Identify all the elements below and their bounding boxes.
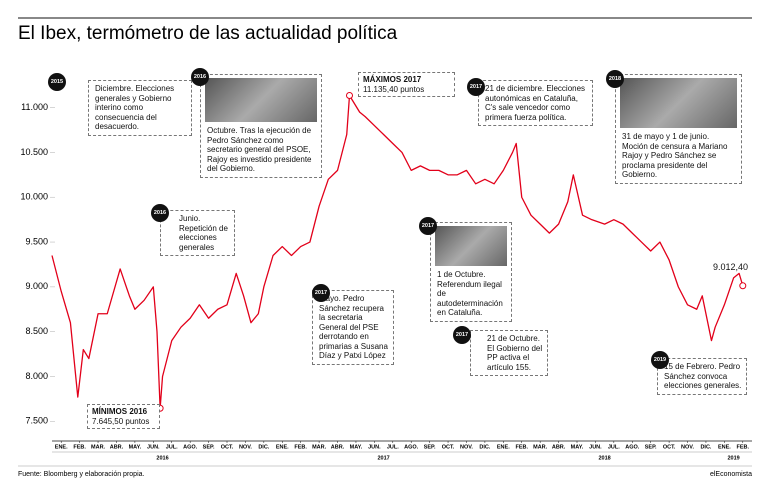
x-tick-label: FEB. <box>73 444 86 450</box>
point-label: 7.645,50 puntos <box>92 416 150 426</box>
price-line <box>51 94 744 409</box>
x-tick-label: JUL. <box>387 444 399 450</box>
year-badge: 2017 <box>453 326 471 344</box>
point-title: MÍNIMOS 2016 <box>92 407 148 416</box>
y-tick-label: 10.500 <box>20 147 48 157</box>
x-tick-label: JUN. <box>147 444 160 450</box>
x-tick-label: JUL. <box>608 444 620 450</box>
event-text: Junio. Repetición de elecciones generale… <box>179 214 228 252</box>
x-tick-label: MAR. <box>312 444 327 450</box>
year-badge: 2017 <box>467 78 485 96</box>
event-photo <box>620 78 737 128</box>
y-tick-label: 8.500 <box>25 326 48 336</box>
year-badge: 2018 <box>606 70 624 88</box>
y-tick-label: 9.500 <box>25 236 48 246</box>
x-tick-label: DIC. <box>479 444 490 450</box>
x-tick-label: SEP. <box>424 444 436 450</box>
event-text: 31 de mayo y 1 de junio. Moción de censu… <box>622 132 728 179</box>
x-tick-label: ENE. <box>497 444 510 450</box>
point-box: MÁXIMOS 2017 11.135,40 puntos <box>358 72 455 97</box>
x-tick-label: ABR. <box>552 444 566 450</box>
x-tick-label: JUN. <box>368 444 381 450</box>
x-tick-label: DIC. <box>700 444 711 450</box>
year-badge: 2015 <box>48 73 66 91</box>
x-tick-label: AGO. <box>625 444 640 450</box>
x-tick-label: AGO. <box>404 444 419 450</box>
point-label: 9.012,40 <box>713 262 749 272</box>
year-badge: 2017 <box>419 217 437 235</box>
event-text: 1 de Octubre. Referendum ilegal de autod… <box>437 270 503 317</box>
x-tick-label: ABR. <box>331 444 345 450</box>
year-badge: 2017 <box>312 284 330 302</box>
x-tick-label: FEB. <box>294 444 307 450</box>
x-tick-label: SEP. <box>203 444 215 450</box>
x-tick-label: OCT. <box>442 444 455 450</box>
x-tick-label: MAY. <box>129 444 142 450</box>
x-tick-label: FEB. <box>515 444 528 450</box>
x-tick-label: DIC. <box>258 444 269 450</box>
event-text: Diciembre. Elecciones generales y Gobier… <box>95 84 175 131</box>
y-tick-label: 11.000 <box>21 102 48 112</box>
source: Fuente: Bloomberg y elaboración propia. <box>18 471 145 478</box>
event-box: Diciembre. Elecciones generales y Gobier… <box>88 80 192 136</box>
y-tick-label: 10.000 <box>20 192 48 202</box>
chart-title: El Ibex, termómetro de las actualidad po… <box>18 23 398 44</box>
x-tick-label: SEP. <box>645 444 657 450</box>
year-badge: 2016 <box>151 204 169 222</box>
event-photo <box>205 78 317 122</box>
event-text: 15 de Febrero. Pedro Sánchez convoca ele… <box>664 362 742 390</box>
event-box: 21 de Octubre. El Gobierno del PP activa… <box>470 330 548 376</box>
point-box: MÍNIMOS 2016 7.645,50 puntos <box>87 404 160 429</box>
x-tick-label: JUL. <box>166 444 178 450</box>
x-tick-label: ENE. <box>276 444 289 450</box>
x-tick-label: ENE. <box>55 444 68 450</box>
year-label: 2017 <box>377 455 389 461</box>
x-tick-label: OCT. <box>663 444 676 450</box>
event-box: Junio. Repetición de elecciones generale… <box>160 210 235 256</box>
x-tick-label: NOV. <box>239 444 252 450</box>
y-tick-label: 7.500 <box>25 416 48 426</box>
event-photo <box>435 226 507 266</box>
year-label: 2016 <box>156 455 168 461</box>
point-marker <box>346 92 353 100</box>
event-box: 1 de Octubre. Referendum ilegal de autod… <box>430 222 512 322</box>
y-tick-label: 9.000 <box>25 281 48 291</box>
x-tick-label: JUN. <box>589 444 602 450</box>
event-text: Mayo. Pedro Sánchez recupera la secretar… <box>319 294 388 360</box>
event-box: 21 de diciembre. Elecciones autonómicas … <box>478 80 593 126</box>
x-tick-label: NOV. <box>460 444 473 450</box>
point-title: MÁXIMOS 2017 <box>363 75 422 84</box>
event-text: 21 de Octubre. El Gobierno del PP activa… <box>487 334 543 372</box>
event-text: 21 de diciembre. Elecciones autonómicas … <box>485 84 586 122</box>
point-marker <box>739 282 747 290</box>
x-tick-label: OCT. <box>221 444 234 450</box>
event-box: 15 de Febrero. Pedro Sánchez convoca ele… <box>657 358 747 395</box>
event-box: Mayo. Pedro Sánchez recupera la secretar… <box>312 290 394 365</box>
x-tick-label: MAY. <box>571 444 584 450</box>
event-box: Octubre. Tras la ejecución de Pedro Sánc… <box>200 74 322 178</box>
year-badge: 2016 <box>191 68 209 86</box>
y-tick-label: 8.000 <box>25 371 48 381</box>
brand: elEconomista <box>710 471 752 478</box>
x-tick-label: ENE. <box>718 444 731 450</box>
x-tick-label: ABR. <box>110 444 124 450</box>
year-badge: 2019 <box>651 351 669 369</box>
x-tick-label: AGO. <box>183 444 198 450</box>
event-box: 31 de mayo y 1 de junio. Moción de censu… <box>615 74 742 184</box>
event-text: Octubre. Tras la ejecución de Pedro Sánc… <box>207 126 312 173</box>
x-tick-label: MAR. <box>533 444 548 450</box>
point-label: 11.135,40 puntos <box>363 84 425 94</box>
x-tick-label: MAY. <box>350 444 363 450</box>
year-label: 2018 <box>599 455 611 461</box>
year-label: 2019 <box>727 455 739 461</box>
x-tick-label: NOV. <box>681 444 694 450</box>
x-tick-label: FEB. <box>737 444 750 450</box>
x-tick-label: MAR. <box>91 444 106 450</box>
